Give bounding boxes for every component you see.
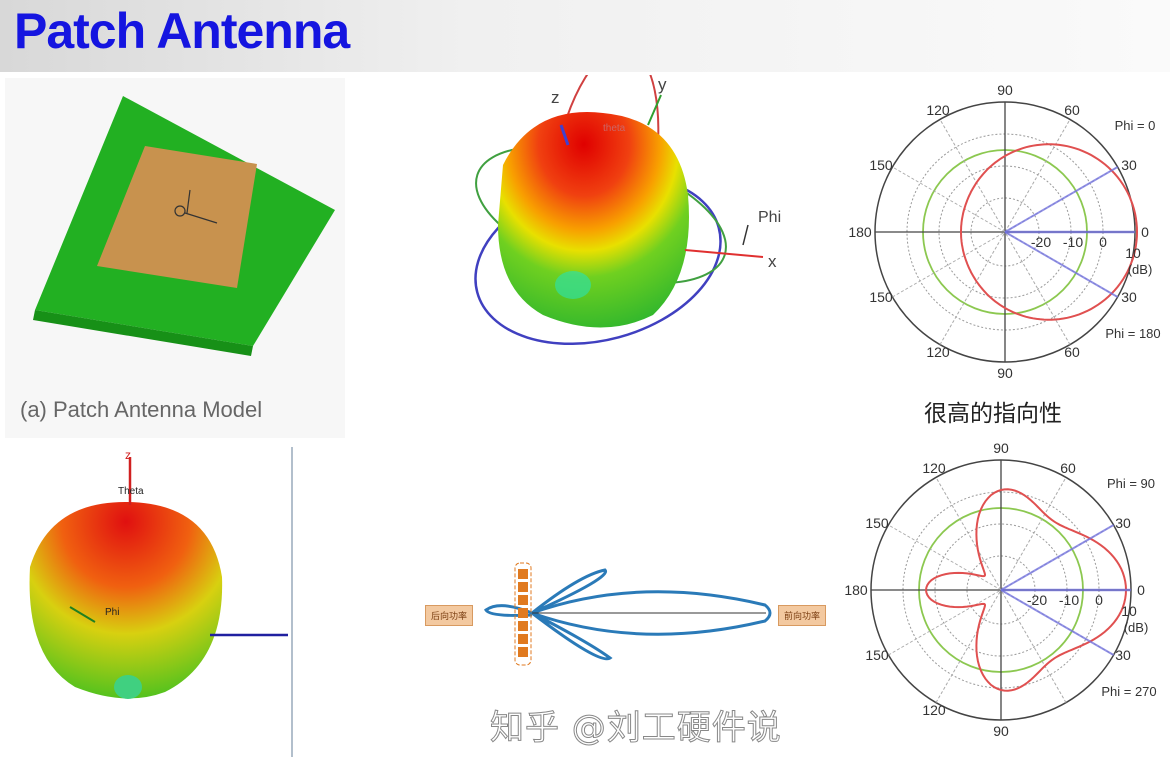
angle-label: 30: [1115, 647, 1131, 663]
angle-label: 150: [865, 647, 889, 663]
back-lobe: [484, 604, 533, 617]
angle-label: 150: [869, 157, 893, 173]
angle-label: 90: [997, 82, 1013, 98]
angle-label: 0: [1137, 582, 1145, 598]
db-label: -10: [1063, 234, 1083, 250]
phi-label: Phi: [105, 607, 119, 618]
array-beam-diagram: [484, 562, 772, 666]
phi-end-label: Phi = 270: [1101, 684, 1156, 699]
db-unit: (dB): [1124, 620, 1149, 635]
watermark: 知乎 @刘工硬件说: [490, 708, 782, 749]
db-label: -20: [1027, 592, 1047, 608]
angle-label: 180: [848, 224, 872, 240]
angle-label: 60: [1060, 460, 1076, 476]
radiation-pattern-curve: [924, 488, 1128, 692]
main-lobe: [527, 590, 772, 636]
axis-y-label: y: [658, 75, 667, 94]
db-label: 0: [1095, 592, 1103, 608]
angle-label: 90: [993, 440, 1009, 456]
axes-icon: [174, 189, 218, 224]
theta-label: theta: [603, 123, 626, 134]
radiation-pattern-curve: [960, 143, 1139, 321]
angle-label: 120: [922, 460, 946, 476]
angle-label: 30: [1115, 515, 1131, 531]
db-label: -10: [1059, 592, 1079, 608]
angle-label: 30: [1121, 289, 1137, 305]
side-lobe-lower: [531, 611, 613, 661]
title-band: [0, 0, 1170, 72]
beam-line: [1000, 524, 1115, 591]
patch-antenna-model: [5, 78, 345, 438]
directivity-caption: 很高的指向性: [924, 401, 1062, 427]
phi-end-label: Phi = 180: [1105, 326, 1160, 341]
beam-line: [1000, 589, 1115, 656]
side-lobe-upper: [531, 568, 608, 615]
angle-label: 150: [869, 289, 893, 305]
axis-z-label: z: [551, 88, 560, 107]
db-unit: (dB): [1128, 262, 1153, 277]
axis-z-label: z: [125, 448, 131, 462]
theta-label: Theta: [118, 486, 144, 497]
phi-label: Phi: [758, 209, 781, 226]
angle-label: 30: [1121, 157, 1137, 173]
back-power-label: 后向功率: [425, 605, 474, 626]
angle-label: 150: [865, 515, 889, 531]
phi-start-label: Phi = 0: [1115, 118, 1156, 133]
patch: [97, 146, 257, 288]
db-label: 10: [1121, 603, 1137, 619]
angle-label: 180: [844, 582, 868, 598]
phi-start-label: Phi = 90: [1107, 476, 1155, 491]
slide-title: Patch Antenna: [14, 3, 350, 59]
front-power-label: 前向功率: [778, 605, 827, 626]
beam-line: [1004, 166, 1119, 233]
radiation-pattern-3d-bottom: z Theta Phi: [29, 447, 293, 757]
angle-label: 120: [922, 702, 946, 718]
angle-label: 0: [1141, 224, 1149, 240]
db-label: 0: [1099, 234, 1107, 250]
db-label: -20: [1031, 234, 1051, 250]
radiation-pattern-3d: z y x theta Phi: [474, 75, 781, 346]
angle-label: 60: [1064, 102, 1080, 118]
angle-label: 120: [926, 102, 950, 118]
beam-line: [1004, 231, 1119, 298]
angle-label: 120: [926, 344, 950, 360]
patch-model-caption: (a) Patch Antenna Model: [20, 397, 263, 422]
angle-label: 90: [993, 723, 1009, 739]
db-label: 10: [1125, 245, 1141, 261]
angle-label: 60: [1064, 344, 1080, 360]
axis-x-label: x: [768, 252, 777, 271]
angle-label: 90: [997, 365, 1013, 381]
